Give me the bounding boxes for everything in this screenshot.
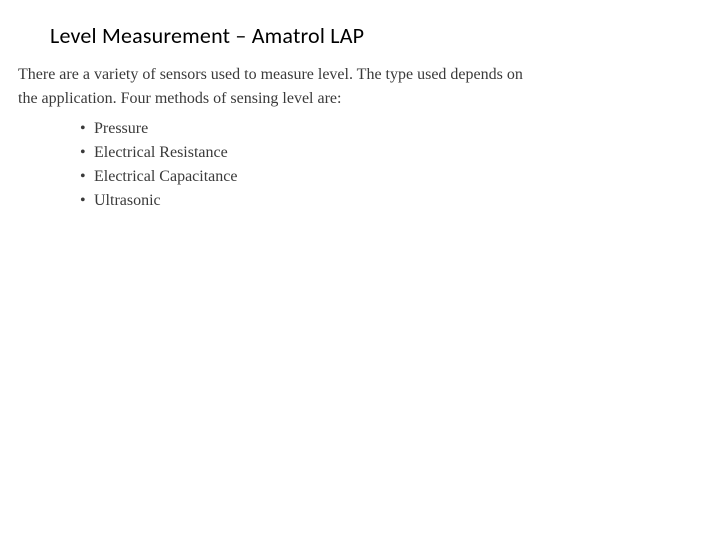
list-item: Electrical Resistance — [80, 141, 670, 165]
slide-container: Level Measurement – Amatrol LAP There ar… — [0, 0, 720, 213]
methods-list: Pressure Electrical Resistance Electrica… — [80, 117, 670, 213]
slide-title: Level Measurement – Amatrol LAP — [50, 22, 670, 49]
list-item: Pressure — [80, 117, 670, 141]
intro-line-2: the application. Four methods of sensing… — [18, 90, 341, 107]
list-item: Electrical Capacitance — [80, 165, 670, 189]
intro-paragraph: There are a variety of sensors used to m… — [18, 63, 680, 111]
list-item: Ultrasonic — [80, 189, 670, 213]
intro-line-1: There are a variety of sensors used to m… — [18, 66, 523, 83]
